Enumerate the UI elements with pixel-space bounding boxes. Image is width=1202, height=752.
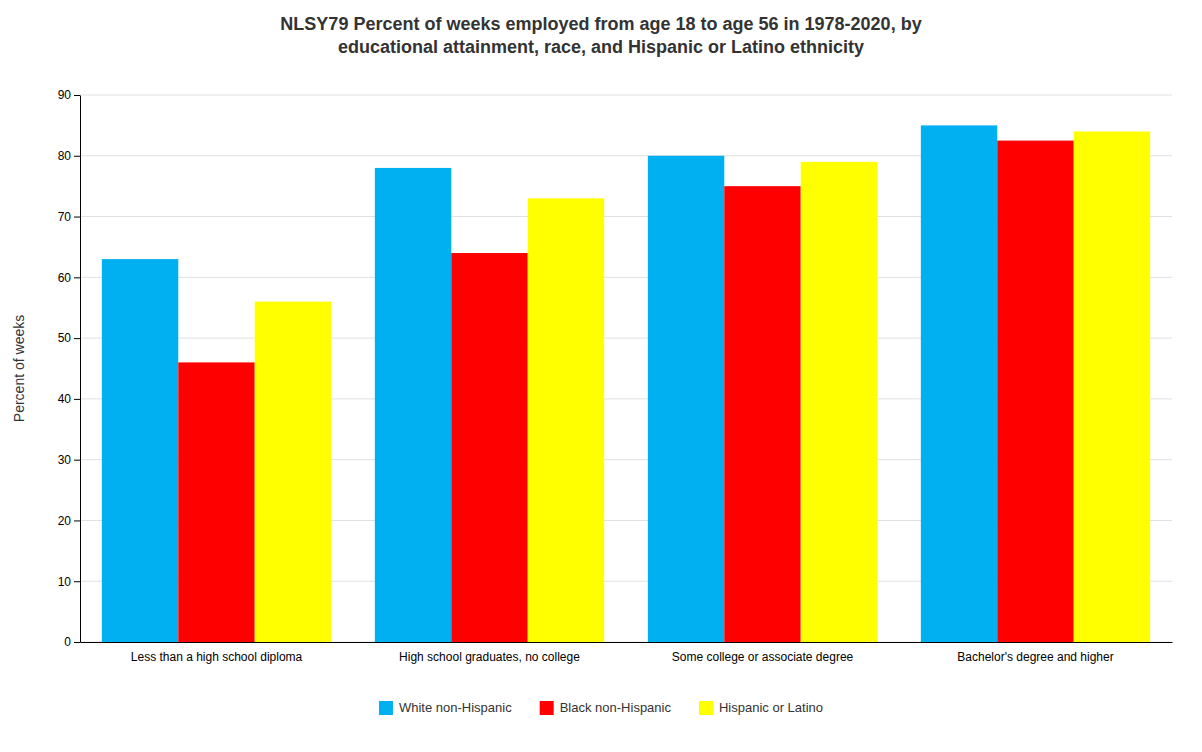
y-tick-mark	[74, 217, 80, 218]
legend-item: White non-Hispanic	[379, 700, 512, 715]
bar	[255, 302, 331, 642]
legend-item: Black non-Hispanic	[540, 700, 672, 715]
chart: 0 10 20 30 40 50 60 70 80 90 Less than a high scho…	[0, 0, 1202, 752]
bar	[451, 253, 527, 642]
y-tick-label: 90	[58, 88, 72, 102]
bar	[648, 156, 724, 642]
plot: 0 10 20 30 40 50 60 70 80 90 Less than a high scho…	[58, 88, 1173, 663]
y-tick-mark	[74, 460, 80, 461]
y-tick: 10	[58, 575, 80, 589]
y-tick: 0	[64, 635, 80, 649]
y-tick-label: 70	[58, 210, 72, 224]
legend-label: White non-Hispanic	[399, 700, 512, 715]
bars	[102, 125, 1150, 642]
y-axis-title: Percent of weeks	[11, 315, 27, 422]
y-tick-label: 10	[58, 575, 72, 589]
series	[255, 131, 1150, 642]
y-tick-label: 40	[58, 392, 72, 406]
bar	[102, 259, 178, 642]
x-tick: Some college or associate degree	[672, 650, 854, 664]
series	[178, 141, 1073, 642]
y-tick-label: 80	[58, 149, 72, 163]
bar	[997, 141, 1073, 642]
grid	[80, 95, 1172, 642]
x-tick: Bachelor's degree and higher	[957, 650, 1113, 664]
bar	[178, 362, 254, 642]
grid-line	[80, 95, 1172, 96]
series	[102, 125, 997, 642]
title: NLSY79 Percent of weeks employed from ag…	[280, 14, 921, 57]
y-tick: 40	[58, 392, 80, 406]
y-tick-mark	[74, 156, 80, 157]
x-tick-label: High school graduates, no college	[399, 650, 580, 664]
legend: White non-Hispanic Black non-Hispanic Hisp…	[379, 700, 823, 715]
bar	[528, 198, 604, 642]
y-tick-mark	[74, 642, 80, 643]
y-tick-mark	[74, 581, 80, 582]
y-tick-mark	[74, 338, 80, 339]
y-tick-label: 30	[58, 453, 72, 467]
bar	[1074, 131, 1150, 642]
y-tick: 70	[58, 210, 80, 224]
legend-label: Hispanic or Latino	[719, 700, 823, 715]
y-tick-label: 0	[64, 635, 71, 649]
y-tick: 20	[58, 514, 80, 528]
legend-swatch	[379, 701, 393, 715]
x-tick-label: Some college or associate degree	[672, 650, 854, 664]
bar	[375, 168, 451, 642]
x-tick: High school graduates, no college	[399, 650, 580, 664]
y-axis: 0 10 20 30 40 50 60 70 80 90	[58, 88, 81, 649]
x-tick: Less than a high school diploma	[131, 650, 303, 664]
y-tick: 80	[58, 149, 80, 163]
legend-swatch	[699, 701, 713, 715]
x-tick-label: Less than a high school diploma	[131, 650, 303, 664]
y-tick-label: 50	[58, 331, 72, 345]
y-tick-label: 60	[58, 271, 72, 285]
y-tick: 30	[58, 453, 80, 467]
y-tick-mark	[74, 399, 80, 400]
x-axis-line	[81, 642, 1173, 643]
bar	[724, 186, 800, 642]
legend-item: Hispanic or Latino	[699, 700, 823, 715]
y-tick: 90	[58, 88, 80, 102]
bar	[801, 162, 877, 642]
bar	[921, 125, 997, 642]
y-tick-mark	[74, 520, 80, 521]
y-axis-line	[80, 96, 81, 643]
x-tick-label: Bachelor's degree and higher	[957, 650, 1113, 664]
legend-swatch	[540, 701, 554, 715]
y-tick-mark	[74, 95, 80, 96]
y-tick: 50	[58, 331, 80, 345]
y-tick: 60	[58, 271, 80, 285]
y-tick-mark	[74, 277, 80, 278]
x-axis: Less than a high school diploma High scho…	[81, 643, 1173, 664]
legend-label: Black non-Hispanic	[560, 700, 672, 715]
y-tick-label: 20	[58, 514, 72, 528]
